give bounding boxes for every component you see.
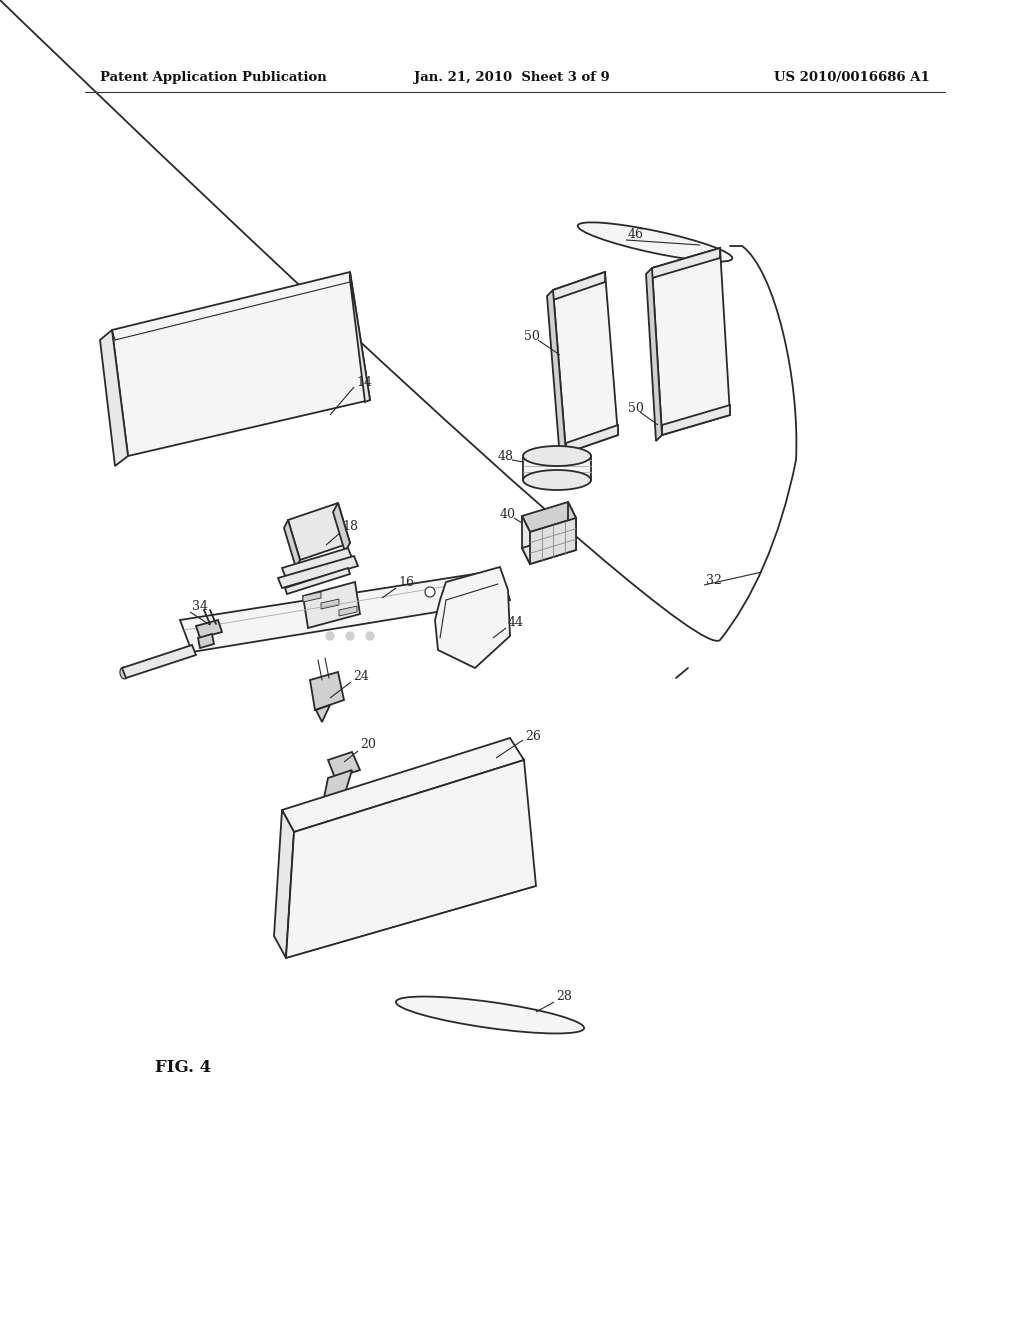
Circle shape [425,587,435,597]
Polygon shape [523,455,591,480]
Polygon shape [333,503,350,552]
Text: 48: 48 [498,450,514,462]
Polygon shape [180,570,510,652]
Polygon shape [530,517,575,564]
Text: 26: 26 [525,730,541,742]
Circle shape [366,632,374,640]
Text: 50: 50 [628,401,644,414]
Text: 44: 44 [508,615,524,628]
Polygon shape [282,548,352,578]
Polygon shape [522,535,575,564]
Text: Jan. 21, 2010  Sheet 3 of 9: Jan. 21, 2010 Sheet 3 of 9 [414,71,610,84]
Ellipse shape [578,222,732,261]
Polygon shape [568,502,575,550]
Circle shape [326,632,334,640]
Polygon shape [321,599,339,609]
Polygon shape [288,503,350,560]
Polygon shape [316,705,330,722]
Polygon shape [122,645,196,678]
Polygon shape [198,634,214,648]
Polygon shape [646,268,662,441]
Ellipse shape [396,997,584,1034]
Polygon shape [303,582,360,628]
Polygon shape [278,556,358,587]
Text: 28: 28 [556,990,571,1002]
Polygon shape [282,738,524,832]
Ellipse shape [120,667,128,678]
Text: FIG. 4: FIG. 4 [155,1060,211,1077]
Text: 18: 18 [342,520,358,533]
Polygon shape [112,272,370,455]
Polygon shape [662,405,730,436]
Text: US 2010/0016686 A1: US 2010/0016686 A1 [774,71,930,84]
Text: 20: 20 [360,738,376,751]
Polygon shape [350,272,370,403]
Polygon shape [547,290,566,459]
Text: 14: 14 [356,376,372,389]
Polygon shape [652,248,730,436]
Text: 32: 32 [706,573,722,586]
Polygon shape [553,272,618,453]
Polygon shape [522,516,530,564]
Polygon shape [322,770,352,808]
Text: 40: 40 [500,507,516,520]
Polygon shape [286,760,536,958]
Text: 50: 50 [524,330,540,342]
Polygon shape [566,425,618,453]
Polygon shape [284,520,300,568]
Ellipse shape [523,470,591,490]
Polygon shape [435,568,510,668]
Text: 16: 16 [398,576,414,589]
Polygon shape [339,606,357,616]
Polygon shape [303,591,321,602]
Polygon shape [652,248,720,279]
Polygon shape [196,620,222,638]
Text: 46: 46 [628,228,644,242]
Polygon shape [328,752,360,777]
Text: 34: 34 [193,601,208,614]
Polygon shape [310,672,344,710]
Text: Patent Application Publication: Patent Application Publication [100,71,327,84]
Polygon shape [100,330,128,466]
Circle shape [346,632,354,640]
Polygon shape [285,568,350,594]
Polygon shape [274,810,294,958]
Polygon shape [522,502,575,532]
Ellipse shape [523,446,591,466]
Text: 24: 24 [353,669,369,682]
Polygon shape [553,272,605,300]
